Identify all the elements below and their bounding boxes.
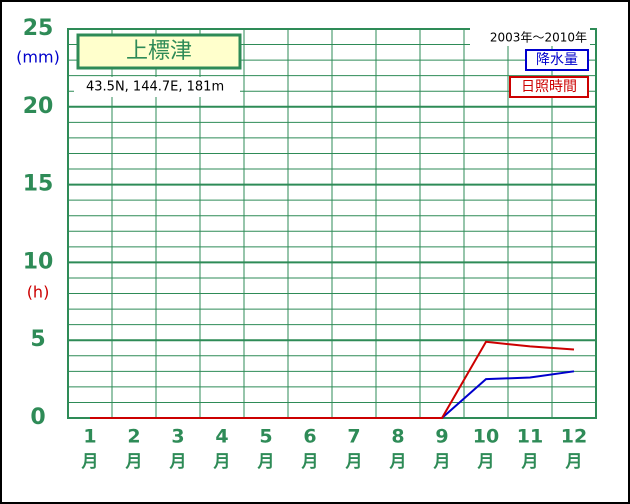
x-tick-unit: 月: [301, 452, 319, 472]
x-tick-unit: 月: [389, 452, 407, 472]
x-tick-label: 11: [517, 426, 543, 448]
legend-label: 日照時間: [521, 79, 577, 95]
x-tick-label: 4: [215, 426, 228, 448]
legend-box: [509, 76, 589, 98]
x-tick-label: 10: [473, 426, 499, 448]
x-tick-label: 1: [83, 426, 96, 448]
x-tick-unit: 月: [521, 452, 539, 472]
x-tick-unit: 月: [257, 452, 275, 472]
legend-label: 降水量: [536, 52, 578, 68]
x-tick-label: 7: [347, 426, 360, 448]
x-tick-unit: 月: [169, 452, 187, 472]
x-tick-unit: 月: [81, 452, 99, 472]
x-tick-label: 3: [171, 426, 184, 448]
x-tick-unit: 月: [213, 452, 231, 472]
y-tick-label: 10: [23, 249, 54, 274]
y-unit-left: (mm): [16, 48, 60, 67]
y-tick-label: 25: [23, 16, 54, 41]
y-tick-label: 20: [23, 94, 54, 119]
x-tick-label: 9: [435, 426, 448, 448]
y-tick-label: 0: [30, 405, 45, 430]
series-line: [90, 340, 575, 419]
x-tick-unit: 月: [125, 452, 143, 472]
y-tick-label: 5: [30, 327, 45, 352]
location: 43.5N, 144.7E, 181m: [86, 80, 224, 95]
title-box: [76, 33, 242, 70]
chart-title: 上標津: [126, 39, 192, 64]
x-tick-unit: 月: [565, 452, 583, 472]
period: 2003年～2010年: [490, 31, 587, 45]
x-tick-label: 6: [303, 426, 316, 448]
x-tick-label: 12: [561, 426, 587, 448]
x-tick-label: 5: [259, 426, 272, 448]
x-tick-unit: 月: [433, 452, 451, 472]
x-tick-label: 2: [127, 426, 140, 448]
legend-box: [525, 49, 589, 71]
y-tick-label: 15: [23, 172, 54, 197]
y-unit-right: (h): [27, 283, 50, 302]
x-tick-unit: 月: [477, 452, 495, 472]
x-tick-label: 8: [391, 426, 404, 448]
period-box: [470, 28, 590, 46]
location-box: [74, 77, 240, 97]
x-tick-unit: 月: [345, 452, 363, 472]
